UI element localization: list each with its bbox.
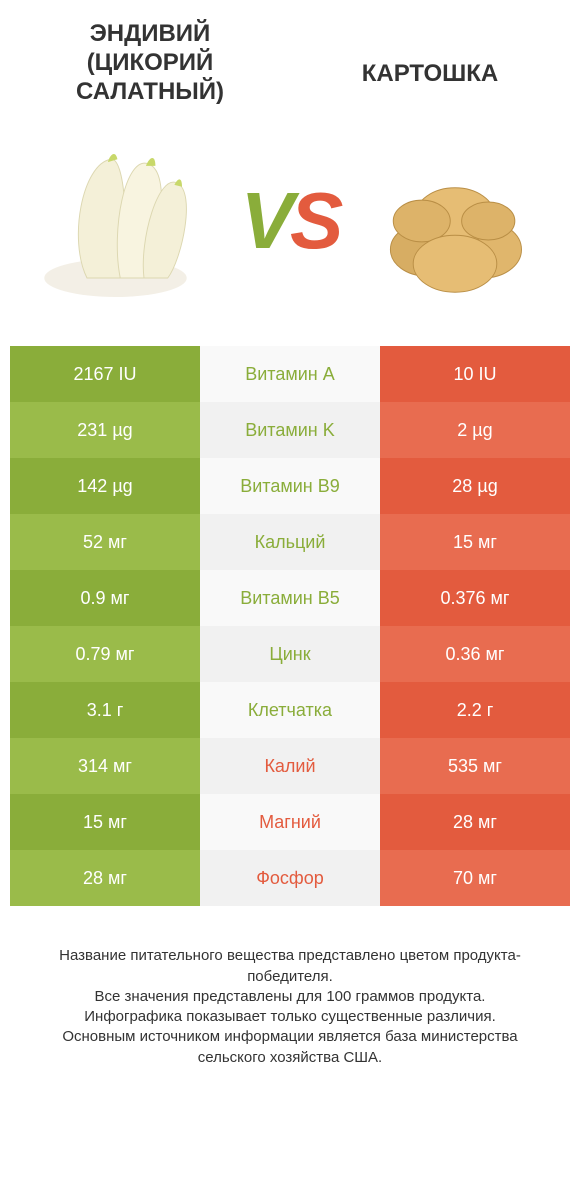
right-value: 15 мг bbox=[380, 514, 570, 570]
table-row: 2167 IUВитамин A10 IU bbox=[10, 346, 570, 402]
nutrient-label: Витамин A bbox=[200, 346, 380, 402]
nutrient-label: Витамин K bbox=[200, 402, 380, 458]
footer-line: Инфографика показывает только существенн… bbox=[30, 1007, 550, 1027]
header: Эндивий (Цикорий салатный) Картошка bbox=[0, 0, 580, 116]
right-value: 535 мг bbox=[380, 738, 570, 794]
right-value: 28 мг bbox=[380, 794, 570, 850]
footer-line: Название питательного вещества представл… bbox=[30, 946, 550, 987]
nutrient-label: Фосфор bbox=[200, 850, 380, 906]
footer-line: Все значения представлены для 100 граммо… bbox=[30, 987, 550, 1007]
left-value: 28 мг bbox=[10, 850, 200, 906]
nutrient-label: Витамин B9 bbox=[200, 458, 380, 514]
right-value: 0.36 мг bbox=[380, 626, 570, 682]
nutrient-label: Цинк bbox=[200, 626, 380, 682]
potato-image bbox=[360, 126, 550, 316]
right-value: 2.2 г bbox=[380, 682, 570, 738]
left-value: 2167 IU bbox=[10, 346, 200, 402]
right-value: 28 µg bbox=[380, 458, 570, 514]
left-value: 3.1 г bbox=[10, 682, 200, 738]
table-row: 28 мгФосфор70 мг bbox=[10, 850, 570, 906]
right-value: 0.376 мг bbox=[380, 570, 570, 626]
table-row: 314 мгКалий535 мг bbox=[10, 738, 570, 794]
nutrient-label: Клетчатка bbox=[200, 682, 380, 738]
endive-image bbox=[30, 126, 220, 316]
table-row: 3.1 гКлетчатка2.2 г bbox=[10, 682, 570, 738]
left-value: 142 µg bbox=[10, 458, 200, 514]
table-row: 0.9 мгВитамин B50.376 мг bbox=[10, 570, 570, 626]
right-value: 70 мг bbox=[380, 850, 570, 906]
left-value: 231 µg bbox=[10, 402, 200, 458]
footer-line: Основным источником информации является … bbox=[30, 1027, 550, 1068]
table-row: 52 мгКальций15 мг bbox=[10, 514, 570, 570]
table-row: 231 µgВитамин K2 µg bbox=[10, 402, 570, 458]
right-title: Картошка bbox=[310, 60, 550, 89]
vs-label: VS bbox=[241, 175, 340, 267]
table-row: 142 µgВитамин B928 µg bbox=[10, 458, 570, 514]
table-row: 0.79 мгЦинк0.36 мг bbox=[10, 626, 570, 682]
left-value: 0.9 мг bbox=[10, 570, 200, 626]
nutrient-label: Витамин B5 bbox=[200, 570, 380, 626]
right-value: 10 IU bbox=[380, 346, 570, 402]
vs-s: S bbox=[290, 176, 339, 265]
left-title: Эндивий (Цикорий салатный) bbox=[30, 20, 270, 106]
nutrient-label: Кальций bbox=[200, 514, 380, 570]
left-value: 0.79 мг bbox=[10, 626, 200, 682]
nutrient-label: Калий bbox=[200, 738, 380, 794]
footer-notes: Название питательного вещества представл… bbox=[0, 906, 580, 1068]
left-value: 15 мг bbox=[10, 794, 200, 850]
left-value: 52 мг bbox=[10, 514, 200, 570]
images-row: VS bbox=[0, 116, 580, 346]
table-row: 15 мгМагний28 мг bbox=[10, 794, 570, 850]
comparison-table: 2167 IUВитамин A10 IU231 µgВитамин K2 µg… bbox=[10, 346, 570, 906]
left-value: 314 мг bbox=[10, 738, 200, 794]
vs-v: V bbox=[241, 176, 290, 265]
right-value: 2 µg bbox=[380, 402, 570, 458]
nutrient-label: Магний bbox=[200, 794, 380, 850]
